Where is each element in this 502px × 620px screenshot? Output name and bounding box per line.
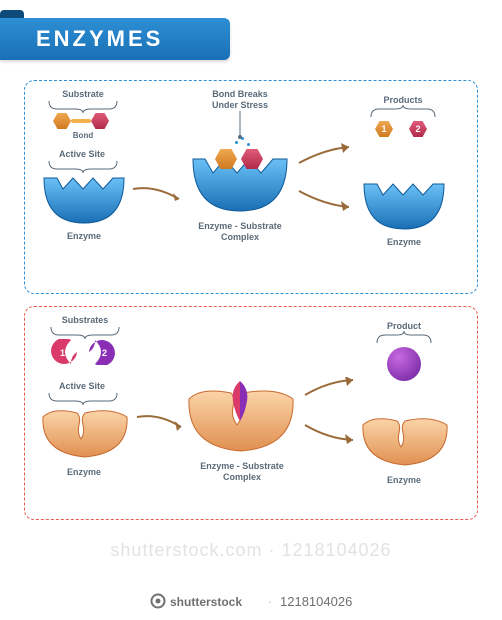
- stock-id: 1218104026: [280, 594, 352, 609]
- product-hex-2: 2: [409, 121, 427, 137]
- active-site-label-red: Active Site: [47, 381, 117, 391]
- substrate-label: Substrate: [53, 89, 113, 99]
- enzyme-label-blue-right: Enzyme: [375, 237, 433, 247]
- substrate-bracket: [47, 99, 119, 113]
- complex-joined-substrate: [223, 381, 257, 425]
- complex-label-red: Enzyme - Substrate Complex: [197, 461, 287, 483]
- stock-footer: shutterstock · 1218104026: [0, 592, 502, 610]
- substrates-label: Substrates: [55, 315, 115, 325]
- product-label: Product: [379, 321, 429, 331]
- enzyme-label-red-left: Enzyme: [55, 467, 113, 477]
- title-text: ENZYMES: [36, 26, 163, 52]
- enzyme-complex-blue: [185, 139, 295, 217]
- arrow-red-2a: [303, 377, 361, 401]
- title-banner: ENZYMES: [0, 18, 230, 60]
- enzyme-blue-right: [359, 179, 449, 234]
- watermark: shutterstock.com · 1218104026: [0, 540, 502, 561]
- bond-breaks-pointer: [233, 111, 247, 141]
- arrow-blue-2a: [297, 143, 357, 169]
- complex-label-blue: Enzyme - Substrate Complex: [195, 221, 285, 243]
- products-bracket: [369, 105, 437, 119]
- stress-dot: [241, 137, 244, 140]
- product-circle: [387, 347, 421, 381]
- svg-text:2: 2: [102, 348, 107, 358]
- bond-line: [71, 119, 91, 123]
- product-bracket: [375, 331, 433, 345]
- active-site-label-blue: Active Site: [47, 149, 117, 159]
- bond-label: Bond: [69, 131, 97, 140]
- product-hex-1: 1: [375, 121, 393, 137]
- substrate-hex-2: [91, 113, 109, 129]
- shutterstock-logo: shutterstock: [150, 592, 260, 610]
- enzyme-label-blue-left: Enzyme: [55, 231, 113, 241]
- enzyme-label-red-right: Enzyme: [375, 475, 433, 485]
- products-label: Products: [373, 95, 433, 105]
- enzyme-peach-left: [37, 403, 133, 463]
- panel-catabolic: Substrate Bond Active Site Enzyme Bond B…: [24, 80, 478, 294]
- active-site-bracket-blue: [47, 159, 119, 173]
- substrate-half-1: 1: [51, 339, 81, 365]
- enzyme-peach-right: [357, 411, 453, 471]
- svg-text:shutterstock: shutterstock: [170, 595, 242, 609]
- svg-text:1: 1: [60, 348, 65, 358]
- substrate-half-2: 2: [85, 339, 115, 365]
- panel-anabolic: Substrates 1 2 Active Site Enzyme Enzyme…: [24, 306, 478, 520]
- stress-dot: [235, 141, 238, 144]
- arrow-blue-2b: [297, 187, 357, 213]
- arrow-red-2b: [303, 421, 361, 445]
- stress-dot: [247, 143, 250, 146]
- enzyme-blue-left: [39, 173, 129, 228]
- substrates-bracket: [49, 325, 121, 339]
- bond-breaks-label: Bond Breaks Under Stress: [195, 89, 285, 111]
- substrate-hex-1: [53, 113, 71, 129]
- arrow-blue-1: [131, 181, 187, 211]
